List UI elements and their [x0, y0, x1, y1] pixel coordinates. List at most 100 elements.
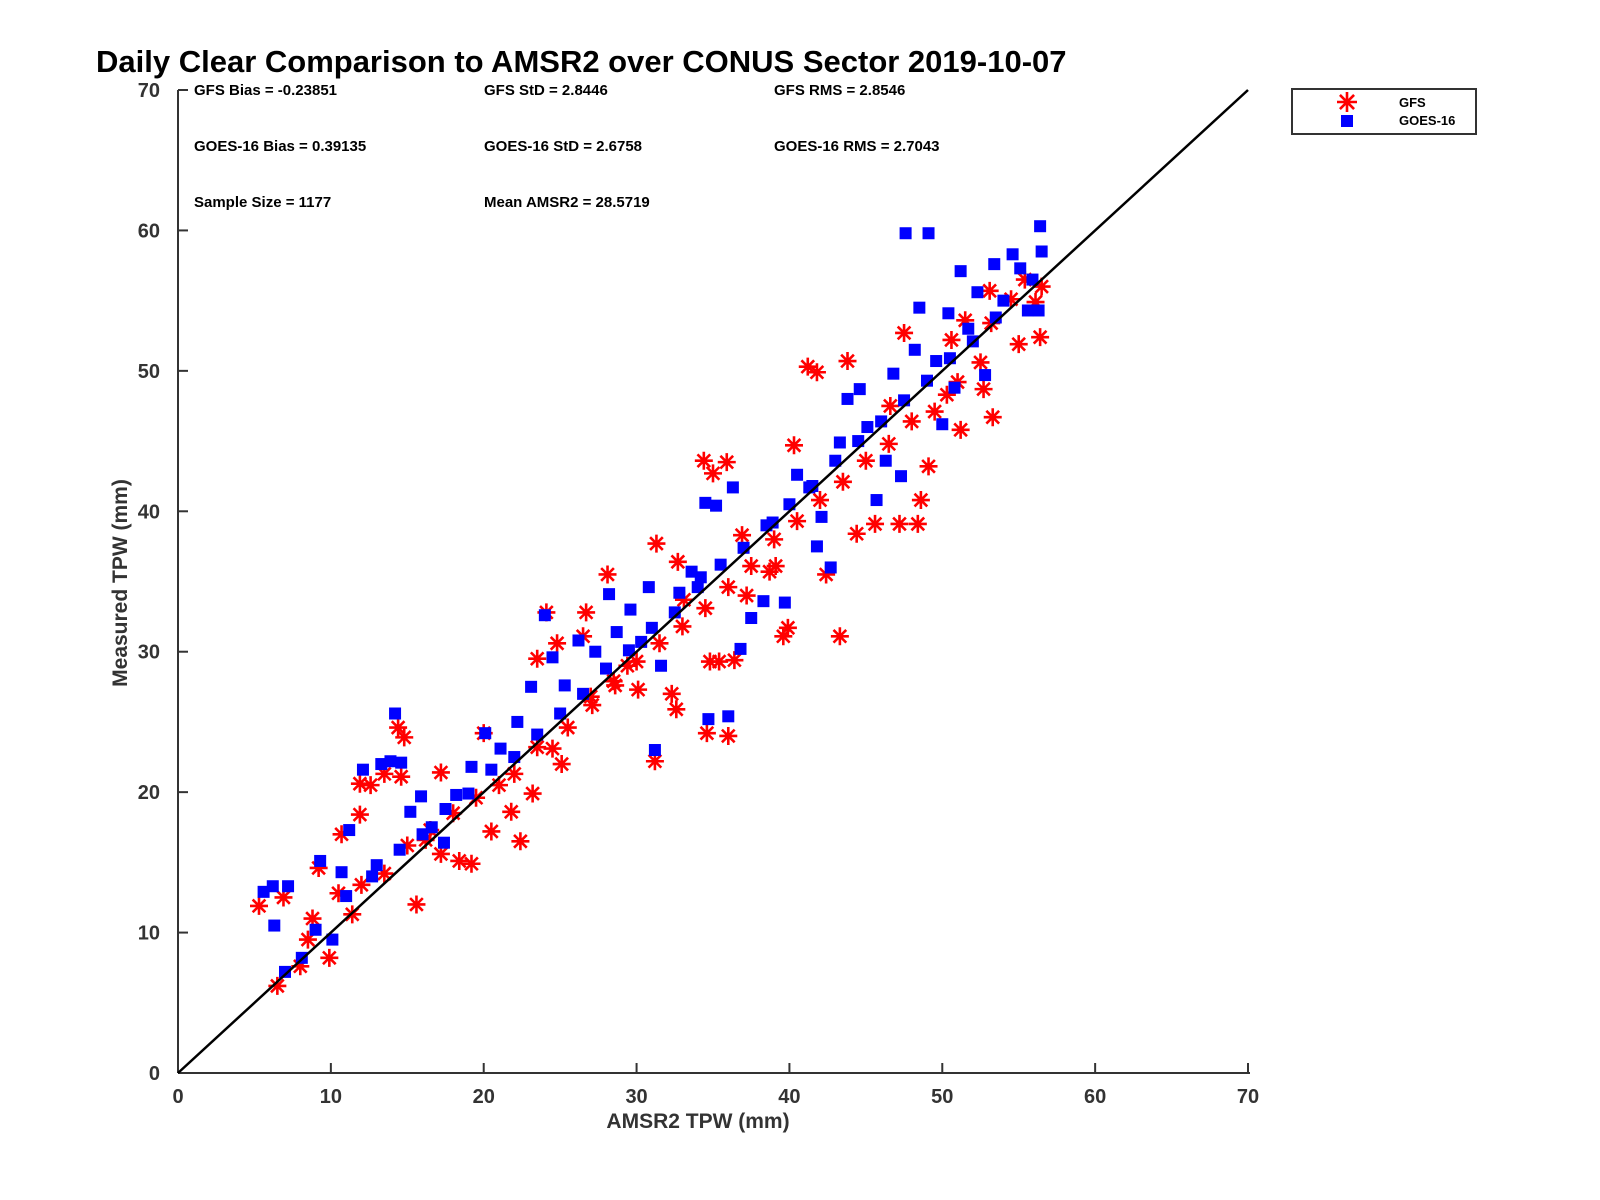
goes-16-point	[546, 651, 559, 664]
gfs-point	[250, 896, 269, 915]
gfs-point	[350, 774, 369, 793]
gfs-point	[700, 652, 719, 671]
goes-16-point	[810, 540, 823, 553]
gfs-point	[523, 784, 542, 803]
gfs-point	[719, 578, 738, 597]
gfs-point	[817, 565, 836, 584]
goes-16-point	[485, 763, 498, 776]
legend-box	[1291, 88, 1477, 135]
gfs-point	[697, 724, 716, 743]
one-to-one-reference-line	[177, 89, 1249, 1074]
y-tick-label: 30	[138, 642, 160, 664]
legend-gfs-marker	[1337, 92, 1357, 112]
goes-16-point	[600, 662, 612, 675]
gfs-point	[895, 323, 914, 342]
goes-16-point	[622, 644, 635, 657]
goes-16-point	[913, 301, 926, 314]
gfs-point	[350, 805, 369, 824]
gfs-point	[392, 767, 411, 786]
y-tick-label: 70	[138, 80, 160, 102]
goes-16-point	[734, 642, 747, 655]
legend-goes-label: GOES-16	[1399, 113, 1455, 128]
gfs-point	[375, 764, 394, 783]
gfs-point	[879, 434, 898, 453]
goes-16-point	[829, 454, 842, 467]
goes-16-point	[1034, 220, 1047, 233]
gfs-point	[329, 884, 348, 903]
goes-16-point	[899, 227, 912, 240]
data-points	[250, 220, 1051, 995]
x-axis-label: AMSR2 TPW (mm)	[606, 1110, 789, 1133]
goes-16-point	[691, 581, 704, 594]
gfs-point	[604, 672, 623, 691]
y-tick-label: 0	[149, 1063, 160, 1085]
gfs-point	[662, 684, 681, 703]
y-tick-label: 60	[138, 220, 160, 242]
goes-16-point	[962, 322, 975, 335]
gfs-point	[847, 524, 866, 543]
goes-16-point	[266, 880, 279, 893]
goes-16-point	[343, 824, 356, 837]
gfs-point	[694, 451, 713, 470]
goes-16-point	[936, 418, 949, 431]
gfs-point	[274, 888, 293, 907]
goes-16-point	[988, 258, 1001, 271]
gfs-point	[674, 590, 693, 609]
gfs-point	[765, 530, 784, 549]
gfs-point	[1026, 293, 1045, 312]
gfs-point	[667, 700, 686, 719]
gfs-rms-text: GFS RMS = 2.8546	[774, 82, 905, 99]
gfs-point	[389, 718, 408, 737]
gfs-point	[548, 634, 567, 653]
gfs-point	[647, 534, 666, 553]
gfs-point	[807, 363, 826, 382]
legend: GFS GOES-16	[1291, 88, 1477, 135]
goes-std-text: GOES-16 StD = 2.6758	[484, 138, 642, 155]
gfs-point	[528, 738, 547, 757]
goes-16-point	[1032, 304, 1045, 317]
goes-16-point	[791, 468, 804, 481]
goes-16-point	[375, 758, 388, 771]
goes-16-point	[979, 369, 992, 382]
x-tick-label: 20	[473, 1086, 495, 1108]
gfs-point	[742, 557, 761, 576]
gfs-point	[725, 651, 744, 670]
goes-16-point	[326, 933, 339, 946]
gfs-point	[788, 512, 807, 531]
gfs-point	[543, 739, 562, 758]
goes-16-point	[722, 710, 735, 723]
goes-16-point	[437, 836, 450, 849]
gfs-point	[811, 491, 829, 510]
goes-16-point	[879, 454, 892, 467]
gfs-point	[650, 634, 669, 653]
gfs-point	[673, 617, 692, 636]
goes-16-point	[648, 744, 661, 757]
goes-16-point	[531, 728, 544, 741]
goes-16-point	[465, 760, 478, 773]
gfs-point	[482, 822, 501, 841]
goes-16-point	[895, 470, 908, 483]
goes-16-point	[393, 843, 406, 856]
gfs-point	[778, 618, 797, 637]
gfs-point	[974, 380, 993, 399]
gfs-point	[528, 649, 547, 668]
gfs-point	[375, 864, 394, 883]
y-tick-label: 40	[138, 501, 160, 523]
gfs-point	[766, 557, 785, 576]
gfs-point	[1031, 328, 1050, 347]
goes-16-point	[370, 859, 383, 872]
chart-title: Daily Clear Comparison to AMSR2 over CON…	[96, 44, 1067, 79]
goes-16-point	[404, 805, 417, 818]
gfs-point	[291, 957, 310, 976]
goes-bias-text: GOES-16 Bias = 0.39135	[194, 138, 366, 155]
gfs-bias-text: GFS Bias = -0.23851	[194, 82, 337, 99]
goes-16-point	[853, 383, 866, 396]
goes-16-point	[603, 588, 616, 601]
goes-16-point	[948, 381, 961, 394]
goes-16-point	[624, 603, 637, 616]
gfs-point	[798, 357, 817, 376]
goes-16-point	[558, 679, 571, 692]
gfs-point	[733, 526, 752, 545]
goes-16-point	[462, 787, 475, 800]
gfs-point	[1009, 335, 1028, 354]
